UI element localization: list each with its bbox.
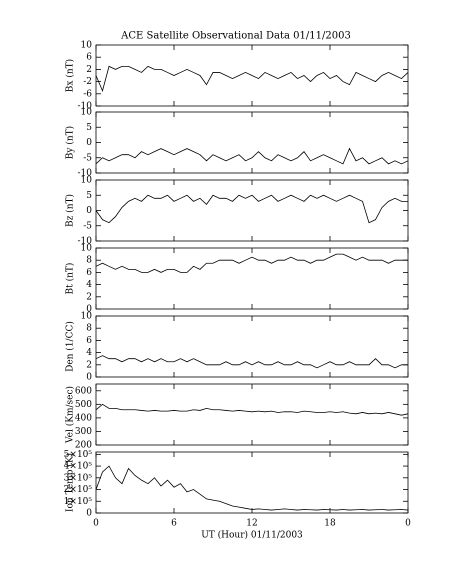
y-tick-label: -5	[83, 153, 92, 163]
y-tick-label: 200	[75, 441, 92, 451]
x-tick-label: 0	[405, 519, 411, 529]
panel-frame	[95, 383, 409, 446]
y-tick-label: 10	[81, 176, 93, 186]
y-tick-label: -5	[83, 221, 92, 231]
y-axis-label: By (nT)	[65, 126, 76, 159]
y-tick-label: 6	[86, 336, 92, 346]
y-tick-label: 5×10⁵	[64, 450, 93, 460]
y-axis-label: Den (1/CC)	[65, 321, 76, 372]
y-tick-label: 2	[86, 360, 92, 370]
y-axis-label: Bt (nT)	[65, 263, 76, 295]
y-tick-label: 8	[86, 256, 92, 266]
y-tick-label: 10	[81, 108, 93, 118]
y-tick-label: 4	[86, 280, 92, 290]
y-tick-label: 6	[86, 268, 92, 278]
y-tick-label: 0	[86, 206, 92, 216]
y-tick-label: 5	[86, 123, 92, 133]
data-line	[95, 403, 409, 416]
panel-frame	[95, 111, 409, 174]
data-line	[95, 253, 408, 273]
x-tick-label: 12	[246, 519, 257, 529]
y-axis-label: Ion Temp (K)	[65, 453, 76, 512]
y-tick-label: 6	[86, 53, 92, 63]
panel-frame	[95, 451, 409, 514]
y-tick-label: 4×10⁵	[64, 462, 93, 472]
y-tick-label: -2	[83, 77, 92, 87]
y-tick-label: 600	[75, 386, 92, 396]
data-line	[95, 147, 409, 165]
y-tick-label: 500	[75, 400, 92, 410]
y-tick-label: 400	[75, 413, 92, 423]
y-tick-label: -10	[78, 169, 93, 179]
y-tick-label: -10	[78, 102, 93, 112]
y-tick-label: 0	[86, 305, 92, 315]
y-axis-label: Bz (nT)	[65, 194, 76, 227]
panel-frame	[95, 179, 409, 242]
y-tick-label: 1×10⁵	[64, 497, 93, 507]
y-tick-label: 2	[86, 292, 92, 302]
y-tick-label: 10	[81, 312, 93, 322]
data-line	[95, 194, 408, 224]
y-tick-label: 0	[86, 138, 92, 148]
y-tick-label: 3×10⁵	[64, 473, 93, 483]
x-axis-label: UT (Hour) 01/11/2003	[201, 530, 303, 541]
data-line	[95, 65, 409, 92]
y-tick-label: -10	[78, 237, 93, 247]
x-tick-label: 6	[171, 519, 177, 529]
chart-title: ACE Satellite Observational Data 01/11/2…	[120, 31, 351, 42]
x-tick-label: 18	[324, 519, 336, 529]
y-tick-label: 5	[86, 191, 92, 201]
y-tick-label: 10	[81, 244, 93, 254]
y-tick-label: 2×10⁵	[64, 485, 93, 495]
y-axis-label: Bx (nT)	[65, 59, 76, 92]
y-tick-label: 0	[86, 509, 92, 519]
y-tick-label: 300	[75, 427, 92, 437]
y-tick-label: 0	[86, 373, 92, 383]
y-tick-label: 10	[81, 41, 93, 51]
data-line	[95, 465, 409, 511]
y-tick-label: -6	[83, 89, 92, 99]
panel-frame	[95, 315, 409, 378]
y-tick-label: 8	[86, 324, 92, 334]
y-axis-label: Vel (Km/sec)	[65, 386, 76, 444]
y-tick-label: 4	[86, 348, 92, 358]
data-line	[95, 355, 408, 369]
x-tick-label: 0	[93, 519, 99, 529]
y-tick-label: 2	[86, 65, 92, 75]
